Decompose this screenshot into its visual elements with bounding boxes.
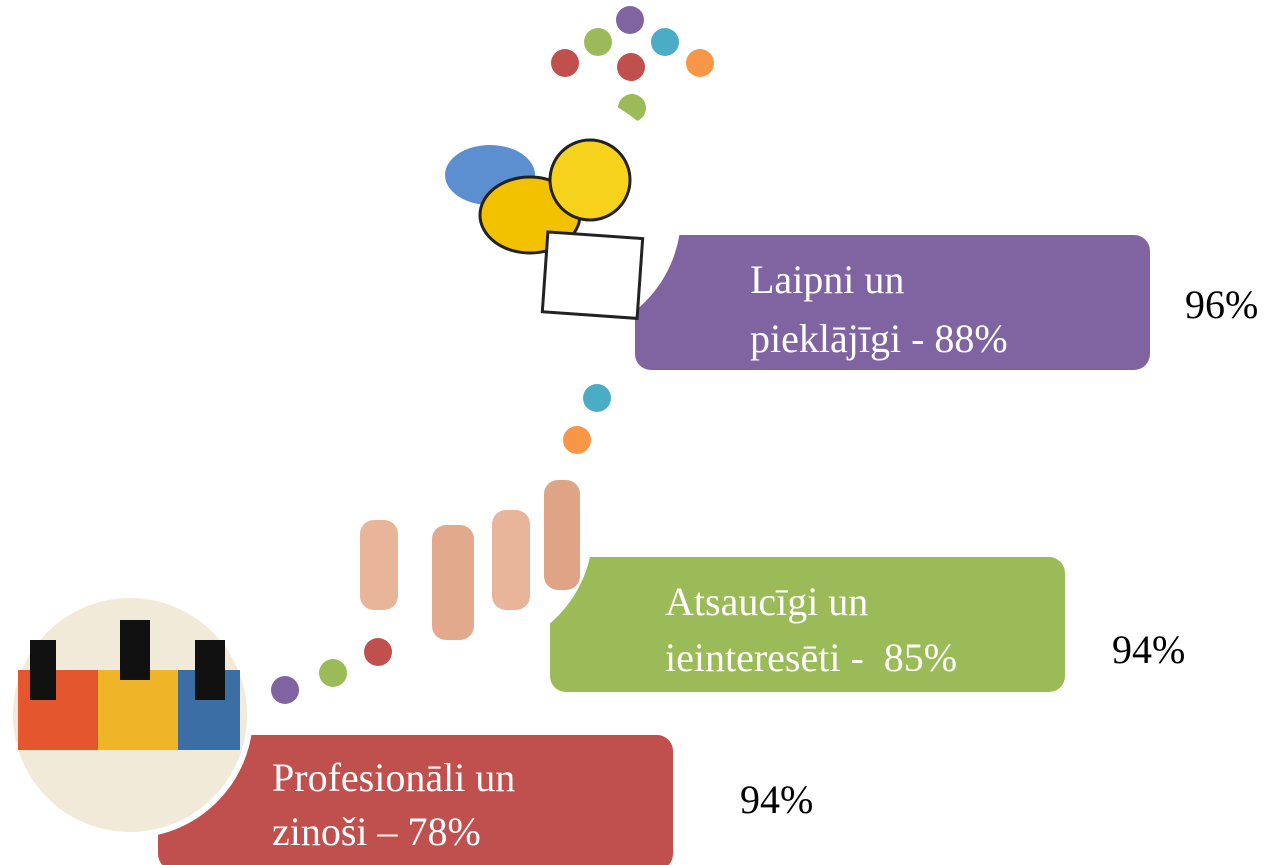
- thumbs-image: [350, 410, 590, 650]
- puzzle-image: [10, 595, 250, 835]
- label-line: Laipni un: [750, 257, 904, 302]
- label-line: zinoši – 78%: [272, 809, 481, 854]
- label-line: ieinteresēti - 85%: [665, 635, 957, 680]
- bee-image: [438, 95, 678, 335]
- label-line: Profesionāli un: [272, 755, 515, 800]
- percentage: 94%: [740, 777, 813, 822]
- label-line: Atsaucīgi un: [665, 579, 868, 624]
- slide: Laipni un pieklājīgi - 88% 96% Atsaucīgi…: [0, 0, 1278, 865]
- percentage: 94%: [1112, 627, 1185, 672]
- percentage: 96%: [1185, 282, 1258, 327]
- label-line: pieklājīgi - 88%: [750, 316, 1008, 361]
